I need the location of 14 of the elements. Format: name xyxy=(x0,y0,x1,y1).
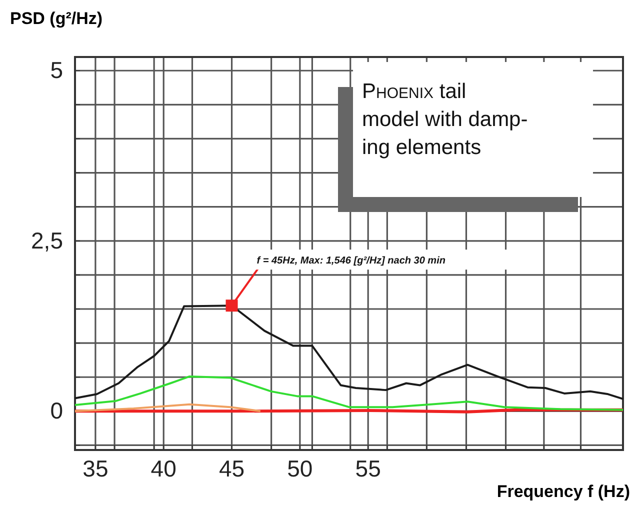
line-series xyxy=(74,375,624,411)
line-series xyxy=(74,403,262,412)
y-tick-label: 2,5 xyxy=(31,227,63,254)
x-tick-label: 45 xyxy=(218,455,245,482)
x-axis-title: Frequency f (Hz) xyxy=(496,482,630,501)
x-tick-label: 55 xyxy=(355,455,381,482)
y-tick-label: 5 xyxy=(50,56,63,83)
x-tick-label: 40 xyxy=(150,455,176,482)
y-axis-title: PSD (g²/Hz) xyxy=(10,9,103,28)
x-tick-label: 35 xyxy=(82,455,108,482)
x-tick-label: 50 xyxy=(287,455,313,482)
annotation: f = 45Hz, Max: 1,546 [g²/Hz] nach 30 min xyxy=(256,256,446,267)
annotation: Phoenix tail model with damp-ing elements xyxy=(362,80,528,159)
y-tick-label: 0 xyxy=(50,398,63,424)
